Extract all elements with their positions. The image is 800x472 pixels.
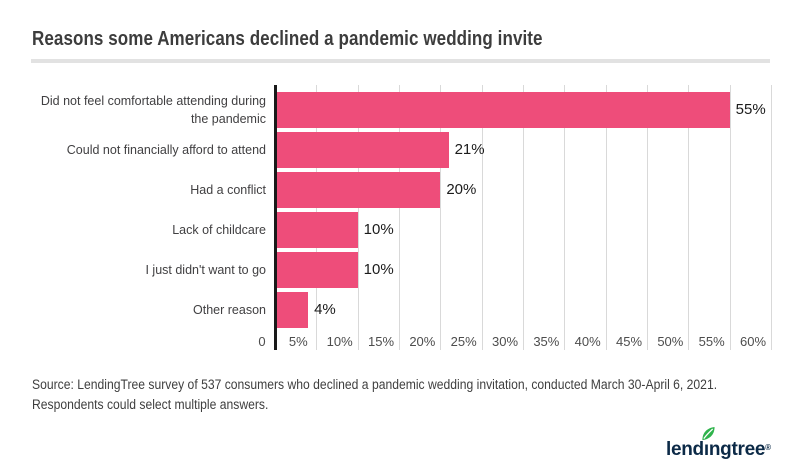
x-tick-label: 45% [615, 334, 643, 349]
x-tick-label: 20% [409, 334, 436, 349]
source-line-2: Respondents could select multiple answer… [32, 397, 269, 412]
x-tick-label: 55% [698, 334, 725, 349]
x-tick-label: 60% [739, 334, 767, 349]
bar-value-label: 21% [454, 141, 485, 158]
gridline [771, 85, 772, 350]
source-line-1: Source: LendingTree survey of 537 consum… [32, 377, 718, 392]
registered-mark: ® [765, 443, 771, 452]
lendingtree-logo: lend ıngtree® [666, 426, 771, 460]
x-tick-label: 50% [657, 334, 684, 349]
logo-text-pre: lend [666, 439, 704, 460]
source-note: Source: LendingTree survey of 537 consum… [32, 375, 793, 415]
category-label: Could not financially afford to attend [66, 143, 266, 157]
logo-text-post: ngtree [708, 439, 766, 460]
category-label: I just didn't want to go [145, 263, 266, 277]
bar-value-label: 55% [735, 101, 766, 118]
gridline [523, 85, 524, 350]
x-tick-label: 0 [258, 334, 266, 349]
bar-value-label: 20% [446, 181, 477, 198]
bar-value-label: 4% [314, 301, 336, 318]
gridline [399, 85, 400, 350]
gridline [647, 85, 648, 350]
category-label: Had a conflict [190, 183, 266, 197]
x-tick-label: 35% [533, 334, 560, 349]
bar [277, 292, 309, 328]
y-axis-line [274, 85, 277, 350]
category-label: Lack of childcare [172, 223, 266, 237]
bar [277, 252, 358, 288]
bar [277, 132, 449, 168]
logo-letter-i: ı [702, 426, 715, 459]
gridline [688, 85, 690, 350]
bar [277, 92, 730, 128]
bar-value-label: 10% [363, 221, 394, 238]
x-tick-label: 5% [288, 334, 308, 349]
leaf-icon [702, 426, 715, 441]
bar-value-label: 10% [363, 261, 394, 278]
bar [277, 172, 441, 208]
x-tick-label: 40% [574, 334, 601, 349]
x-tick-label: 15% [367, 334, 395, 349]
x-tick-label: 10% [326, 334, 353, 349]
category-label: Did not feel comfortable attending durin… [40, 94, 266, 126]
x-tick-label: 30% [491, 334, 519, 349]
gridline [481, 85, 483, 350]
title-divider [31, 59, 770, 63]
bar [277, 212, 358, 248]
category-label: Other reason [193, 303, 266, 317]
gridline [357, 85, 359, 350]
chart-title: Reasons some Americans declined a pandem… [32, 28, 543, 50]
gridline [564, 85, 566, 350]
gridline [440, 85, 442, 350]
gridline [729, 85, 731, 350]
gridline [605, 85, 607, 350]
x-tick-label: 25% [450, 334, 477, 349]
